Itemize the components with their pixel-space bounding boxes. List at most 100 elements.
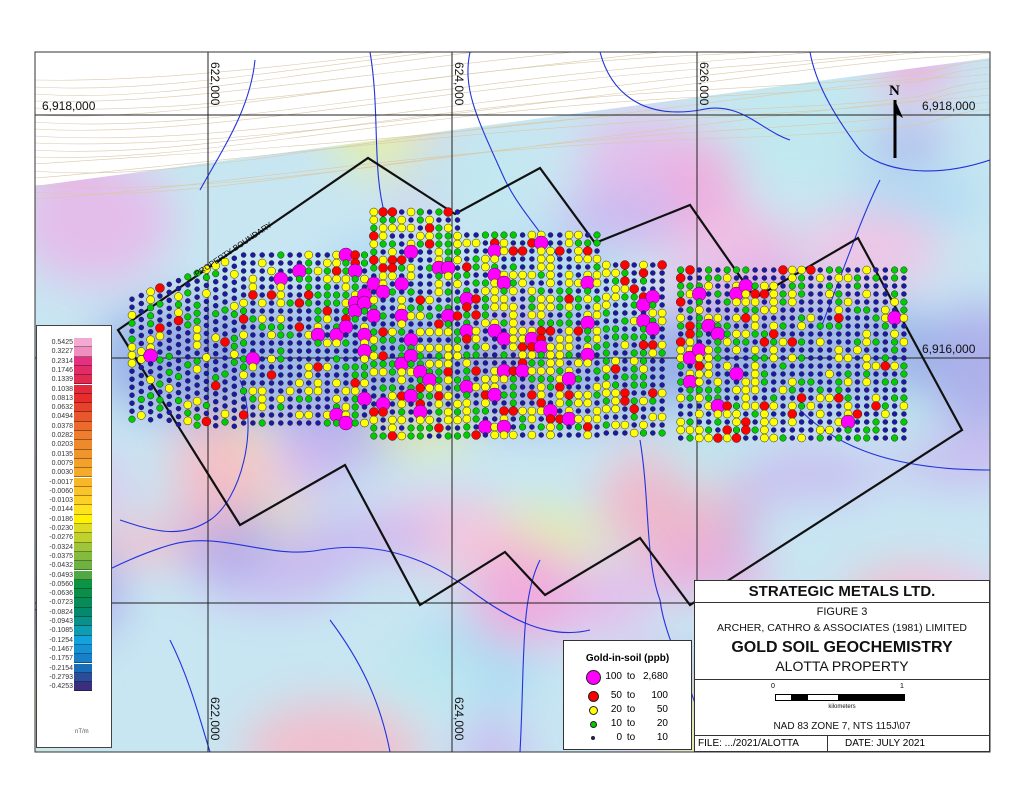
soil-sample-point bbox=[768, 329, 779, 339]
soil-sample-point bbox=[510, 352, 517, 358]
soil-sample-point bbox=[276, 314, 286, 324]
soil-sample-point bbox=[854, 267, 861, 273]
soil-sample-point bbox=[750, 401, 760, 411]
soil-sample-point bbox=[267, 330, 276, 340]
colorbar-value: -0.2154 bbox=[49, 664, 73, 672]
soil-sample-point bbox=[222, 363, 228, 369]
soil-sample-point bbox=[369, 239, 379, 249]
soil-sample-point bbox=[341, 274, 351, 284]
soil-sample-point bbox=[882, 427, 889, 433]
soil-sample-point bbox=[155, 331, 165, 341]
soil-sample-point bbox=[454, 265, 461, 271]
soil-sample-point bbox=[518, 350, 527, 360]
soil-sample-point bbox=[778, 337, 788, 347]
soil-sample-point bbox=[704, 345, 713, 355]
soil-sample-point bbox=[203, 298, 210, 305]
soil-sample-point bbox=[380, 305, 386, 311]
soil-sample-point bbox=[564, 270, 574, 280]
soil-sample-point bbox=[583, 358, 592, 368]
soil-sample-point bbox=[612, 430, 619, 436]
soil-sample-point bbox=[650, 334, 656, 340]
soil-sample-point bbox=[815, 409, 825, 419]
soil-sample-point bbox=[315, 404, 321, 410]
soil-sample-point bbox=[825, 266, 834, 274]
soil-sample-point bbox=[389, 321, 396, 327]
soil-sample-point bbox=[887, 310, 902, 326]
soil-sample-point bbox=[175, 325, 182, 332]
soil-sample-point bbox=[557, 432, 563, 438]
soil-sample-point bbox=[166, 305, 172, 312]
soil-sample-point bbox=[788, 282, 796, 290]
soil-sample-point bbox=[491, 416, 498, 422]
soil-sample-point bbox=[714, 290, 722, 298]
soil-sample-point bbox=[174, 397, 183, 405]
soil-sample-point bbox=[417, 257, 424, 263]
soil-sample-point bbox=[426, 273, 433, 279]
soil-sample-point bbox=[501, 256, 507, 262]
soil-sample-point bbox=[741, 289, 751, 299]
soil-sample-point bbox=[369, 231, 379, 241]
soil-sample-point bbox=[501, 264, 507, 270]
soil-sample-point bbox=[592, 382, 602, 392]
soil-sample-point bbox=[500, 287, 508, 295]
soil-sample-point bbox=[305, 275, 313, 283]
colorbar-entry: -0.0186 bbox=[37, 514, 113, 524]
soil-sample-point bbox=[277, 323, 285, 331]
soil-sample-point bbox=[371, 289, 377, 295]
soil-sample-point bbox=[555, 246, 565, 256]
soil-sample-point bbox=[602, 341, 610, 349]
soil-sample-point bbox=[519, 288, 526, 294]
soil-sample-point bbox=[426, 289, 433, 295]
soil-sample-point bbox=[129, 408, 135, 414]
soil-sample-point bbox=[834, 345, 844, 355]
soil-sample-point bbox=[276, 282, 286, 292]
soil-sample-point bbox=[622, 366, 628, 372]
soil-sample-point bbox=[826, 307, 833, 313]
soil-sample-point bbox=[714, 418, 722, 426]
soil-sample-point bbox=[240, 420, 247, 426]
soil-sample-point bbox=[146, 335, 155, 345]
soil-sample-point bbox=[250, 404, 256, 410]
soil-sample-point bbox=[891, 387, 898, 393]
soil-sample-point bbox=[250, 340, 256, 346]
soil-sample-point bbox=[659, 334, 665, 340]
soil-sample-point bbox=[901, 379, 907, 385]
soil-sample-point bbox=[640, 414, 647, 420]
soil-sample-point bbox=[370, 432, 378, 440]
soil-sample-point bbox=[481, 374, 490, 384]
soil-sample-point bbox=[677, 282, 685, 290]
soil-sample-point bbox=[770, 315, 777, 321]
soil-sample-point bbox=[881, 409, 890, 419]
soil-sample-point bbox=[714, 354, 722, 362]
soil-sample-point bbox=[854, 331, 861, 337]
soil-sample-point bbox=[612, 325, 620, 333]
colorbar-value: -0.0636 bbox=[49, 590, 73, 598]
soil-sample-point bbox=[696, 275, 703, 281]
soil-sample-point bbox=[806, 313, 816, 323]
soil-sample-point bbox=[677, 371, 684, 377]
soil-sample-point bbox=[157, 293, 163, 299]
colorbar-entry: -0.0375 bbox=[37, 551, 113, 562]
soil-sample-point bbox=[603, 430, 610, 436]
soil-sample-point bbox=[222, 331, 228, 337]
soil-sample-point bbox=[185, 378, 191, 384]
colorbar-entry: -0.0943 bbox=[37, 617, 113, 627]
soil-sample-point bbox=[230, 358, 238, 366]
soil-sample-point bbox=[546, 422, 555, 432]
soil-sample-point bbox=[352, 348, 358, 354]
soil-sample-point bbox=[713, 313, 723, 323]
magnetic-colorbar-legend: 0.5425 0.3227 0.2314 0.1746 0.1339 0.1038 0.08… bbox=[36, 325, 112, 748]
soil-sample-point bbox=[287, 276, 293, 282]
soil-sample-point bbox=[184, 409, 192, 417]
soil-sample-point bbox=[250, 324, 256, 330]
soil-sample-point bbox=[147, 401, 154, 407]
soil-sample-point bbox=[724, 315, 730, 321]
colorbar-entry: 0.1746 bbox=[37, 365, 113, 376]
soil-sample-point bbox=[557, 272, 563, 278]
soil-sample-point bbox=[687, 411, 693, 417]
soil-sample-point bbox=[194, 390, 200, 396]
soil-sample-point bbox=[436, 337, 442, 343]
soil-sample-point bbox=[443, 375, 453, 385]
soil-sample-point bbox=[231, 319, 238, 326]
soil-sample-point bbox=[267, 323, 276, 331]
